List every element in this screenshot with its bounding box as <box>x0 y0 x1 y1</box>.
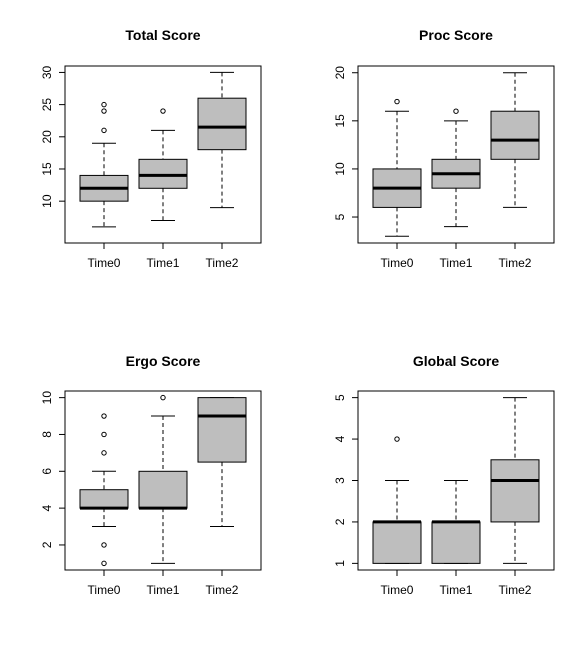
box-time1 <box>138 108 188 221</box>
chart-title: Ergo Score <box>126 353 201 369</box>
iqr-box <box>431 521 481 564</box>
x-tick-label: Time2 <box>499 583 532 597</box>
outlier-point <box>101 560 107 567</box>
y-tick-label: 20 <box>40 130 54 144</box>
outlier-point <box>101 108 107 114</box>
chart-title: Proc Score <box>419 27 493 43</box>
x-tick-label: Time1 <box>147 256 180 270</box>
x-tick-label: Time0 <box>381 583 414 597</box>
chart-title: Total Score <box>125 27 200 43</box>
y-tick-label: 10 <box>40 391 54 405</box>
iqr-box <box>79 489 129 509</box>
x-tick-label: Time1 <box>440 583 473 597</box>
x-tick-label: Time0 <box>88 256 121 270</box>
x-tick-label: Time2 <box>206 256 239 270</box>
box-time0 <box>372 436 422 564</box>
box-time2 <box>490 397 540 564</box>
iqr-box <box>372 521 422 564</box>
outlier-point <box>101 413 107 419</box>
y-tick-label: 30 <box>40 65 54 79</box>
iqr-box <box>490 459 540 523</box>
outlier-point <box>101 431 107 438</box>
y-tick-label: 15 <box>333 114 347 128</box>
outlier-point <box>101 101 107 108</box>
outlier-point <box>394 436 400 442</box>
iqr-box <box>197 397 247 463</box>
y-tick-label: 4 <box>333 435 347 442</box>
x-tick-label: Time1 <box>440 256 473 270</box>
outlier-point <box>101 127 107 134</box>
y-tick-label: 3 <box>333 477 347 484</box>
y-tick-label: 2 <box>333 518 347 525</box>
y-tick-label: 8 <box>40 431 54 438</box>
outlier-point <box>101 542 107 548</box>
panel-0: Total Score 10 15 20 25 30 Time0 Time1 Time2 <box>40 27 262 270</box>
x-tick-label: Time2 <box>499 256 532 270</box>
outlier-point <box>160 108 166 114</box>
iqr-box <box>138 470 188 509</box>
panel-2: Ergo Score 2 4 6 8 10 Time0 Time1 Time2 <box>40 353 262 597</box>
panel-3: Global Score 1 2 3 4 5 Time0 Time1 Time2 <box>333 353 555 597</box>
y-tick-label: 6 <box>40 468 54 475</box>
outlier-point <box>101 450 107 456</box>
y-tick-label: 5 <box>333 394 347 401</box>
y-tick-label: 25 <box>40 98 54 112</box>
box-time1 <box>431 108 481 228</box>
panel-1: Proc Score 5 10 15 20 Time0 Time1 Time2 <box>333 27 555 270</box>
box-time2 <box>197 397 247 528</box>
y-tick-label: 10 <box>40 194 54 208</box>
box-time0 <box>79 101 129 228</box>
box-time0 <box>372 98 422 237</box>
y-tick-label: 20 <box>333 66 347 80</box>
box-time2 <box>490 72 540 208</box>
y-tick-label: 10 <box>333 162 347 176</box>
box-time1 <box>431 480 481 564</box>
iqr-box <box>138 158 188 189</box>
y-tick-label: 1 <box>333 560 347 567</box>
x-tick-label: Time2 <box>206 583 239 597</box>
y-tick-label: 2 <box>40 541 54 548</box>
box-time1 <box>138 394 188 564</box>
outlier-point <box>160 394 166 401</box>
y-tick-label: 5 <box>333 213 347 220</box>
box-time2 <box>197 71 247 209</box>
x-tick-label: Time1 <box>147 583 180 597</box>
box-time0 <box>79 413 129 567</box>
outlier-point <box>453 108 459 114</box>
iqr-box <box>197 97 247 151</box>
outlier-point <box>394 98 400 105</box>
y-tick-label: 15 <box>40 162 54 176</box>
x-tick-label: Time0 <box>88 583 121 597</box>
x-tick-label: Time0 <box>381 256 414 270</box>
iqr-box <box>490 110 540 160</box>
chart-title: Global Score <box>413 353 500 369</box>
y-tick-label: 4 <box>40 504 54 511</box>
